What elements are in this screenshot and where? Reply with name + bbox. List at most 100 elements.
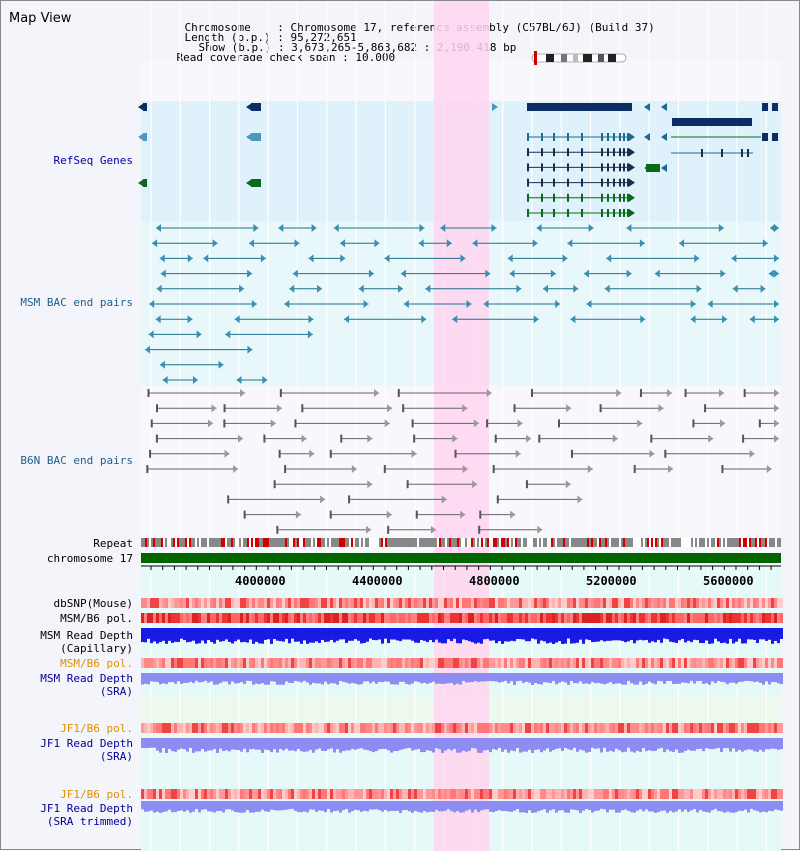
depth-bar [678,628,681,641]
heat-cell [564,789,567,799]
bac-end [384,419,390,428]
repeat-block [479,538,481,547]
chromosome-bar[interactable] [141,553,781,563]
heat-cell [324,658,327,668]
heat-cell [234,598,237,608]
heat-cell [708,658,711,668]
heat-cell [594,789,597,799]
heat-cell [459,613,462,623]
bac-end [278,224,284,232]
gene-exon [627,209,629,217]
depth-bar [444,801,447,811]
heat-cell [201,658,204,668]
heat-cell [360,598,363,608]
depth-bar [174,628,177,642]
selection-highlight[interactable] [434,1,489,851]
heat-cell [354,723,357,733]
depth-bar [198,801,201,813]
heat-cell [627,598,630,608]
heat-cell [357,789,360,799]
depth-bar [579,801,582,813]
heat-cell [576,598,579,608]
repeat-block [145,538,147,547]
depth-bar [315,673,318,684]
heat-cell [642,613,645,623]
bac-end [340,239,346,248]
depth-bar [330,628,333,640]
depth-bar [165,738,168,753]
depth-bar [201,801,204,810]
coverage-tracks[interactable] [141,598,783,813]
heat-cell [531,598,534,608]
depth-bar [693,801,696,810]
heat-cell [777,613,780,623]
track-label-jf1-b6-pol: JF1/B6 pol. [60,722,133,735]
depth-bar [684,738,687,751]
heat-cell [726,789,729,799]
heat-cell [213,613,216,623]
track-label-msm-bac[interactable]: MSM BAC end pairs [20,296,133,309]
depth-bar [513,673,516,685]
bac-end [696,284,702,293]
heat-cell [354,658,357,668]
depth-bar [609,738,612,751]
depth-bar [603,738,606,748]
depth-bar [264,738,267,750]
depth-bar [186,738,189,752]
heat-cell [456,598,459,608]
b6n-bac-track[interactable] [146,389,779,534]
bac-end [732,284,738,293]
depth-bar [537,738,540,750]
heat-cell [345,789,348,799]
heat-cell [663,613,666,623]
heat-cell [330,658,333,668]
depth-bar [477,801,480,813]
depth-bar [759,801,762,813]
heat-cell [354,613,357,623]
heat-cell [300,598,303,608]
heat-cell [228,789,231,799]
heat-cell [312,598,315,608]
heat-cell [675,658,678,668]
msm-bac-track[interactable] [145,224,779,384]
depth-bar [561,738,564,751]
repeat-block [461,538,463,547]
refseq-genes-track[interactable] [138,103,778,217]
depth-bar [438,673,441,684]
depth-bar [660,801,663,811]
repeat-track[interactable] [141,538,781,547]
depth-bar [333,628,336,643]
depth-bar [612,738,615,752]
depth-bar [174,801,177,813]
depth-bar [480,801,483,811]
depth-bar [267,738,270,751]
depth-bar [585,673,588,684]
depth-bar [717,628,720,642]
depth-bar [528,801,531,811]
depth-bar [459,673,462,685]
depth-bar [375,801,378,810]
heat-cell [696,658,699,668]
depth-bar [459,801,462,813]
track-label-b6n-bac[interactable]: B6N BAC end pairs [20,454,133,467]
heat-cell [222,789,225,799]
heat-cell [534,658,537,668]
bac-end [633,465,636,473]
heat-cell [588,658,591,668]
gene-exon [623,178,625,187]
bac-end [363,300,369,308]
heat-cell [756,598,759,608]
heat-cell [459,723,462,733]
heat-cell [780,723,783,733]
gene-exon [553,178,555,187]
chromosome-ideogram[interactable] [531,51,627,65]
heat-cell [552,598,555,608]
heat-cell [177,789,180,799]
heat-cell [183,658,186,668]
heat-cell [681,613,684,623]
depth-bar [681,673,684,683]
track-label-refseq[interactable]: RefSeq Genes [53,154,133,167]
depth-bar [207,801,210,812]
heat-cell [183,598,186,608]
depth-bar [501,673,504,682]
